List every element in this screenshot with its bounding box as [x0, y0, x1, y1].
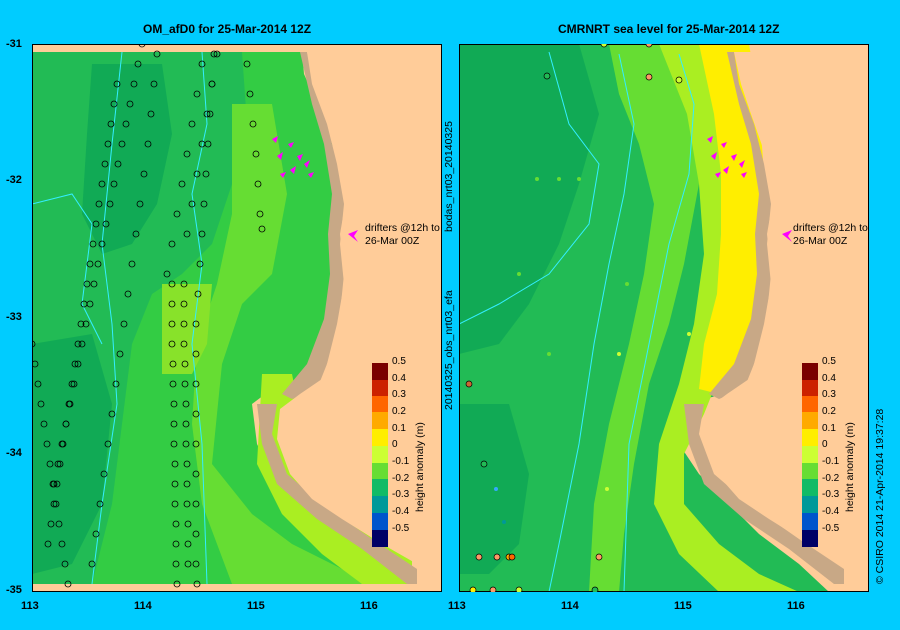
drifter-markers [272, 136, 314, 178]
cb-right-tick: 0.3 [822, 389, 836, 400]
cb-right-tick: 0.1 [822, 423, 836, 434]
cb-left-tick: 0 [392, 439, 398, 450]
right-drifter-note-line1: drifters @12h to [793, 222, 868, 234]
right-map-panel [459, 44, 869, 592]
cb-right-tick: -0.4 [822, 506, 840, 517]
bodas-label: bodas_nrt03_20140325 [443, 121, 455, 232]
right-map-svg [459, 44, 869, 592]
y-tick: -34 [6, 447, 22, 459]
left-panel-title: OM_afD0 for 25-Mar-2014 12Z [143, 22, 312, 36]
left-drifter-note-line1: drifters @12h to [365, 222, 440, 234]
right-drifter-note: drifters @12h to 26-Mar 00Z [793, 222, 868, 248]
cb-left-tick: 0.5 [392, 356, 406, 367]
x-tick-right: 116 [787, 600, 805, 612]
cb-left-tick: 0.1 [392, 423, 406, 434]
x-tick-right: 113 [448, 600, 466, 612]
x-tick-left: 116 [360, 600, 378, 612]
observation-dots [494, 177, 691, 524]
x-tick-left: 113 [21, 600, 39, 612]
left-drifter-note: drifters @12h to 26-Mar 00Z [365, 222, 440, 248]
x-tick-left: 114 [134, 600, 152, 612]
cb-left-tick: -0.4 [392, 506, 410, 517]
cb-left-tick: -0.1 [392, 456, 410, 467]
drifter-legend-arrow-right [782, 230, 792, 242]
cb-right-tick: 0 [822, 439, 828, 450]
y-tick: -31 [6, 38, 22, 50]
left-drifter-note-line2: 26-Mar 00Z [365, 235, 420, 247]
cb-left-tick: 0.2 [392, 406, 406, 417]
cb-right-tick: -0.2 [822, 473, 840, 484]
cb-right-tick: -0.1 [822, 456, 840, 467]
x-tick-right: 114 [561, 600, 579, 612]
left-map-panel [32, 44, 442, 592]
cb-right-tick: 0.4 [822, 373, 836, 384]
observation-points [465, 44, 683, 592]
y-tick: -35 [6, 584, 22, 596]
cb-left-tick: 0.4 [392, 373, 406, 384]
x-tick-left: 115 [247, 600, 265, 612]
right-drifter-note-line2: 26-Mar 00Z [793, 235, 848, 247]
left-colorbar-title: height anomaly (m) [414, 422, 426, 512]
cb-right-tick: -0.3 [822, 489, 840, 500]
cb-right-tick: -0.5 [822, 523, 840, 534]
right-colorbar [802, 363, 818, 547]
cb-left-tick: -0.2 [392, 473, 410, 484]
cb-right-tick: 0.2 [822, 406, 836, 417]
left-colorbar [372, 363, 388, 547]
credit-label: © CSIRO 2014 21-Apr-2014 19:37:28 [874, 408, 886, 584]
left-map-svg [32, 44, 442, 592]
cb-right-tick: 0.5 [822, 356, 836, 367]
right-colorbar-title: height anomaly (m) [844, 422, 856, 512]
cb-left-tick: -0.5 [392, 523, 410, 534]
drifter-legend-arrow [348, 230, 358, 242]
drifter-markers-right [707, 136, 747, 178]
right-panel-title: CMRNRT sea level for 25-Mar-2014 12Z [558, 22, 780, 36]
altimetry-tracks [32, 44, 266, 588]
y-tick: -32 [6, 174, 22, 186]
obs-label: 20140325_obs_nrt03_efa [443, 290, 455, 410]
x-tick-right: 115 [674, 600, 692, 612]
y-tick: -33 [6, 311, 22, 323]
cb-left-tick: 0.3 [392, 389, 406, 400]
cb-left-tick: -0.3 [392, 489, 410, 500]
